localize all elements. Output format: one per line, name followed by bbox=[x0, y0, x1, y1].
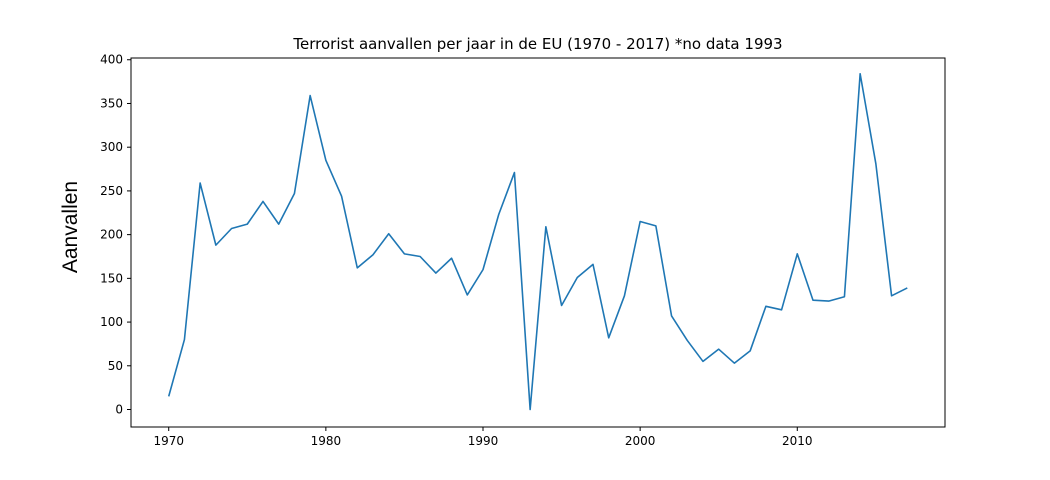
x-tick-label: 1990 bbox=[468, 434, 499, 448]
y-tick-label: 400 bbox=[100, 53, 123, 67]
y-tick-label: 350 bbox=[100, 96, 123, 110]
x-tick-label: 2010 bbox=[782, 434, 813, 448]
chart-title: Terrorist aanvallen per jaar in de EU (1… bbox=[292, 35, 782, 53]
x-tick-label: 2000 bbox=[625, 434, 656, 448]
y-tick-label: 250 bbox=[100, 184, 123, 198]
y-tick-label: 150 bbox=[100, 271, 123, 285]
x-tick-label: 1970 bbox=[153, 434, 184, 448]
series-line bbox=[167, 72, 908, 411]
y-tick-label: 50 bbox=[108, 359, 123, 373]
plot-lines bbox=[167, 72, 908, 411]
x-tick-label: 1980 bbox=[311, 434, 342, 448]
plot-frame bbox=[130, 57, 946, 428]
y-tick-label: 300 bbox=[100, 140, 123, 154]
y-tick-label: 200 bbox=[100, 228, 123, 242]
y-tick-label: 100 bbox=[100, 315, 123, 329]
y-tick-label: 0 bbox=[115, 403, 123, 417]
y-axis-label: Aanvallen bbox=[59, 181, 82, 273]
axis-ticks: 1970 1980 1990 2000 2010 0 50 100 150 200 250 300 35… bbox=[100, 53, 812, 448]
